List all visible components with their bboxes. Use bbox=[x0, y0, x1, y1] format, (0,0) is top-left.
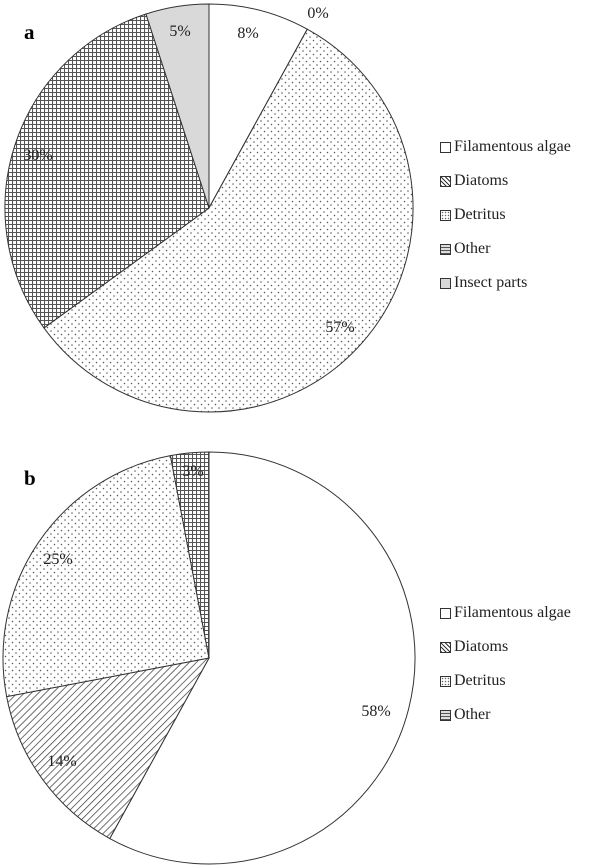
legend-swatch-other bbox=[440, 709, 451, 721]
legend-swatch-other bbox=[440, 243, 451, 255]
legend-swatch-detritus bbox=[440, 209, 451, 221]
slice-other bbox=[169, 451, 210, 659]
legend-label-filamentous-algae: Filamentous algae bbox=[454, 138, 571, 155]
legend-swatch-filamentous-algae bbox=[440, 141, 451, 153]
legend-item-filamentous-algae: Filamentous algae bbox=[440, 130, 571, 164]
panel-label-b: b bbox=[24, 466, 36, 490]
slice-label-insect-parts: 5% bbox=[169, 23, 190, 40]
pie-chart-a: 8% 0% 57% 30% 5% a Filamentous algae Diatoms D… bbox=[4, 3, 571, 413]
panel-label-a: a bbox=[24, 20, 35, 44]
legend-swatch-filamentous-algae bbox=[440, 607, 451, 619]
slice-label-other: 3% bbox=[182, 463, 203, 480]
slice-filamentous-algae bbox=[208, 3, 308, 209]
legend-item-detritus: Detritus bbox=[440, 198, 571, 232]
legend-label-filamentous-algae: Filamentous algae bbox=[454, 604, 571, 621]
legend-label-insect-parts: Insect parts bbox=[454, 274, 528, 291]
pie-chart-b-svg: 58% 14% 25% 3% bbox=[2, 451, 416, 865]
slice-other bbox=[4, 13, 210, 329]
legend-item-other: Other bbox=[440, 698, 571, 732]
slice-label-detritus: 57% bbox=[325, 319, 354, 336]
legend-item-other: Other bbox=[440, 232, 571, 266]
legend-label-detritus: Detritus bbox=[454, 206, 506, 223]
legend-label-other: Other bbox=[454, 706, 491, 723]
slice-label-diatoms: 14% bbox=[47, 753, 76, 770]
pie-chart-b: 58% 14% 25% 3% b Filamentous algae Diatoms De… bbox=[0, 434, 598, 868]
slice-detritus bbox=[2, 455, 210, 698]
slice-detritus bbox=[43, 28, 414, 413]
legend-item-diatoms: Diatoms bbox=[440, 630, 571, 664]
pie-chart-a-svg: 8% 0% 57% 30% 5% bbox=[4, 3, 414, 413]
slice-insect-parts bbox=[145, 3, 210, 209]
legend-item-insect-parts: Insect parts bbox=[440, 266, 571, 300]
legend-label-detritus: Detritus bbox=[454, 672, 506, 689]
legend-item-detritus: Detritus bbox=[440, 664, 571, 698]
legend-label-diatoms: Diatoms bbox=[454, 172, 509, 189]
slice-diatoms bbox=[6, 657, 210, 840]
slice-label-filamentous-algae: 8% bbox=[237, 25, 258, 42]
legend-item-diatoms: Diatoms bbox=[440, 164, 571, 198]
legend-label-other: Other bbox=[454, 240, 491, 257]
slice-label-filamentous-algae: 58% bbox=[361, 703, 390, 720]
slice-label-detritus: 25% bbox=[43, 551, 72, 568]
slice-label-diatoms: 0% bbox=[307, 5, 328, 22]
legend-swatch-detritus bbox=[440, 675, 451, 687]
legend-label-diatoms: Diatoms bbox=[454, 638, 509, 655]
legend-swatch-diatoms bbox=[440, 175, 451, 187]
legend-item-filamentous-algae: Filamentous algae bbox=[440, 596, 571, 630]
legend-a: Filamentous algae Diatoms Detritus Other Ins… bbox=[440, 130, 571, 300]
slice-label-other: 30% bbox=[23, 147, 52, 164]
legend-b: Filamentous algae Diatoms Detritus Other bbox=[440, 596, 571, 732]
legend-swatch-insect-parts bbox=[440, 277, 451, 289]
slice-filamentous-algae bbox=[109, 451, 416, 865]
legend-swatch-diatoms bbox=[440, 641, 451, 653]
